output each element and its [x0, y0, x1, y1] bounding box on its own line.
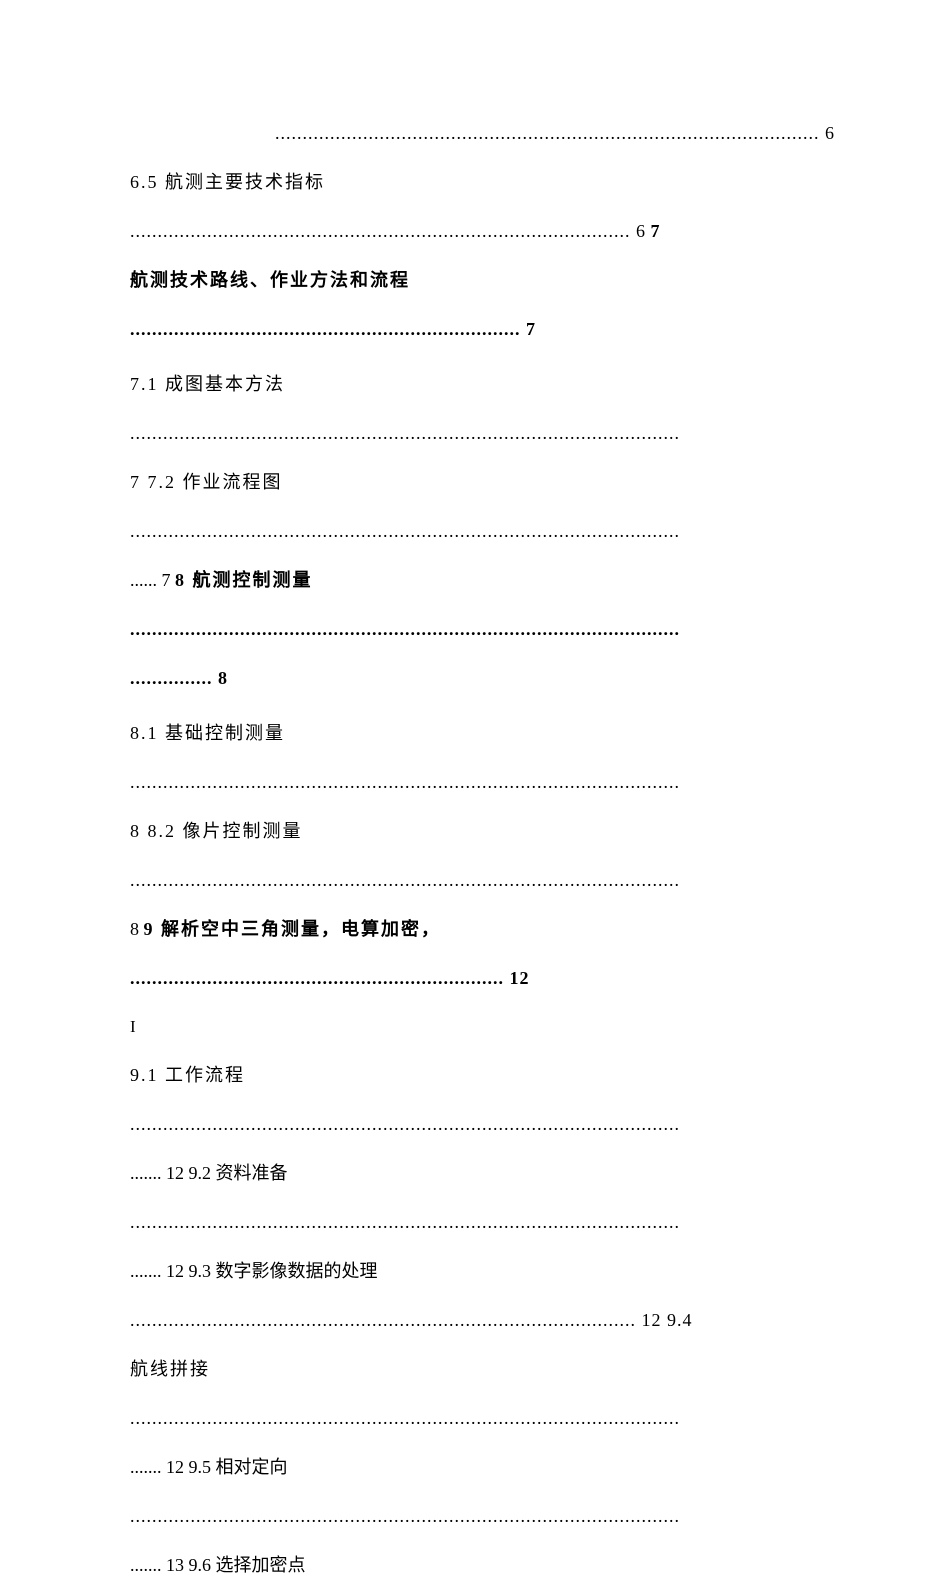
- dots-line-5: ........................................…: [130, 518, 835, 545]
- dots-line-11: ........................................…: [130, 1209, 835, 1236]
- dots-line-3: ........................................…: [130, 316, 835, 343]
- dots-line-12: ........................................…: [130, 1307, 835, 1334]
- section-9-6: ....... 13 9.6 选择加密点: [130, 1552, 835, 1579]
- section-9-2: ....... 12 9.2 资料准备: [130, 1160, 835, 1187]
- dots-line-4: ........................................…: [130, 420, 835, 447]
- section-8-1: 8.1 基础控制测量: [130, 720, 835, 747]
- dots-line-9: ........................................…: [130, 965, 835, 992]
- section-9-5: ....... 12 9.5 相对定向: [130, 1454, 835, 1481]
- dots-line-14: ........................................…: [130, 1503, 835, 1530]
- dots-line-7: ........................................…: [130, 769, 835, 796]
- section-9-4: 航线拼接: [130, 1356, 835, 1383]
- section-6-5: 6.5 航测主要技术指标: [130, 169, 835, 196]
- section-7-heading: 航测技术路线、作业方法和流程: [130, 267, 835, 294]
- dots-line-8: ........................................…: [130, 867, 835, 894]
- section-8-bold: 8 航测控制测量: [175, 570, 313, 590]
- dots-line-10: ........................................…: [130, 1111, 835, 1138]
- dots-line-2-wrap: ........................................…: [130, 218, 835, 245]
- section-7-1: 7.1 成图基本方法: [130, 371, 835, 398]
- section-7-num: 7: [651, 221, 660, 241]
- dots-line-1: ........................................…: [130, 120, 835, 147]
- dots-line-2: ........................................…: [130, 221, 646, 241]
- section-9-line: 8 9 解析空中三角测量，电算加密，: [130, 916, 835, 943]
- page-marker-i: I: [130, 1014, 835, 1040]
- dots-line-13: ........................................…: [130, 1405, 835, 1432]
- section-8-prefix: ...... 7: [130, 570, 175, 590]
- section-8-line: ...... 7 8 航测控制测量: [130, 567, 835, 594]
- section-9-1: 9.1 工作流程: [130, 1062, 835, 1089]
- section-7-2: 7 7.2 作业流程图: [130, 469, 835, 496]
- section-8-2: 8 8.2 像片控制测量: [130, 818, 835, 845]
- dots-line-6b: ............... 8: [130, 665, 835, 692]
- dots-line-6: ........................................…: [130, 616, 835, 643]
- section-9-prefix: 8: [130, 919, 144, 939]
- section-9-3: ....... 12 9.3 数字影像数据的处理: [130, 1258, 835, 1285]
- section-9-bold: 9 解析空中三角测量，电算加密，: [144, 919, 442, 939]
